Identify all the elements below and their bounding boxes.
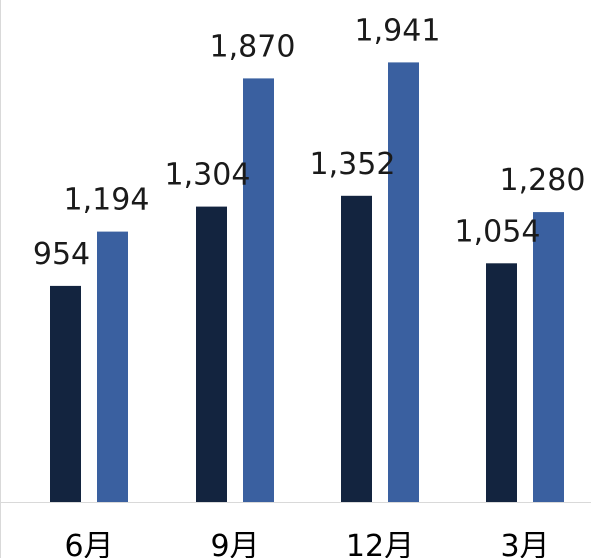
data-label-6月-series-2: 1,194 [64, 183, 150, 218]
x-tick-label: 3月 [500, 529, 549, 558]
x-tick-label: 12月 [346, 529, 414, 558]
bar-6月-series-2 [97, 231, 128, 502]
data-label-3月-series-1: 1,054 [455, 214, 541, 249]
x-tick-label: 9月 [210, 529, 259, 558]
data-label-9月-series-2: 1,870 [210, 29, 296, 64]
data-labels-group: 954 1,194 1,304 1,870 1,352 1,941 1,054 1,280 [33, 13, 586, 272]
bar-3月-series-2 [533, 212, 564, 502]
data-label-3月-series-2: 1,280 [500, 163, 586, 198]
bar-9月-series-1 [196, 206, 227, 502]
bar-12月-series-1 [341, 195, 372, 503]
data-label-12月-series-2: 1,941 [355, 13, 441, 48]
x-tick-labels-group: 6月 9月 12月 3月 [64, 529, 549, 558]
bars-group [50, 62, 564, 503]
bar-6月-series-1 [50, 285, 81, 502]
bar-12月-series-2 [388, 62, 419, 503]
bar-3月-series-1 [486, 263, 517, 502]
data-label-12月-series-1: 1,352 [310, 147, 396, 182]
data-label-9月-series-1: 1,304 [165, 158, 251, 193]
data-label-6月-series-1: 954 [33, 237, 90, 272]
bar-9月-series-2 [243, 78, 274, 503]
x-tick-label: 6月 [64, 529, 113, 558]
